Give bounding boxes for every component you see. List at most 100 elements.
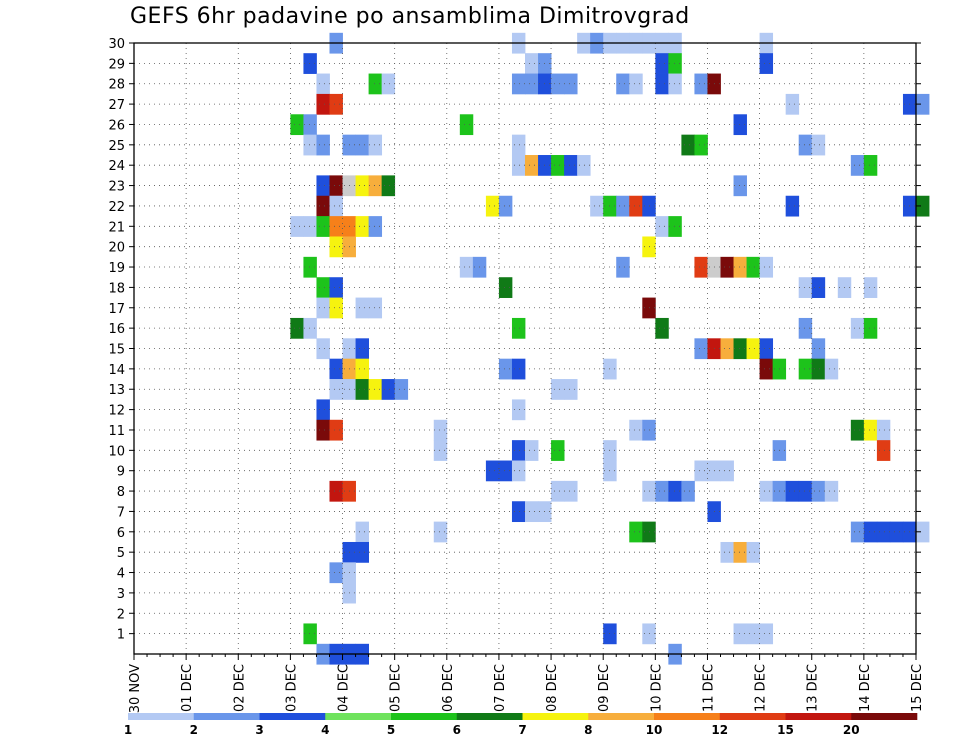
heatmap-cell bbox=[511, 134, 526, 156]
heatmap-cell bbox=[577, 155, 591, 176]
heatmap-cell bbox=[629, 521, 643, 543]
x-tick-label: 06 DEC bbox=[441, 664, 456, 712]
heatmap-cell bbox=[655, 317, 669, 339]
heatmap-cell bbox=[668, 480, 682, 502]
colorbar-swatch bbox=[719, 713, 786, 720]
colorbar-label: 12 bbox=[711, 723, 728, 737]
heatmap-cell bbox=[290, 216, 304, 237]
heatmap-cell bbox=[733, 541, 747, 563]
heatmap-cell bbox=[759, 53, 774, 74]
y-tick-label: 27 bbox=[108, 98, 125, 113]
heatmap-cell bbox=[498, 277, 513, 298]
heatmap-cell bbox=[329, 480, 343, 502]
heatmap-cell bbox=[863, 155, 878, 176]
y-tick-label: 20 bbox=[108, 241, 125, 256]
heatmap-cell bbox=[746, 256, 760, 278]
heatmap-cell bbox=[889, 521, 904, 543]
y-tick-label: 19 bbox=[108, 261, 125, 276]
heatmap-cell bbox=[811, 338, 826, 360]
y-tick-label: 24 bbox=[108, 159, 125, 174]
x-tick-label: 02 DEC bbox=[232, 664, 247, 712]
heatmap-cell bbox=[511, 155, 526, 176]
heatmap-cell bbox=[329, 419, 343, 441]
heatmap-cell bbox=[759, 480, 774, 502]
x-tick-label: 10 DEC bbox=[649, 664, 664, 712]
colorbar-swatch bbox=[522, 713, 589, 720]
heatmap-cell bbox=[355, 521, 369, 543]
x-tick-label: 14 DEC bbox=[858, 664, 873, 712]
heatmap-cell bbox=[498, 358, 513, 380]
heatmap-cell bbox=[316, 175, 330, 197]
heatmap-cell bbox=[368, 216, 383, 237]
heatmap-cell bbox=[863, 419, 878, 441]
heatmap-cell bbox=[694, 134, 708, 156]
heatmap-cell bbox=[824, 480, 839, 502]
heatmap-cell bbox=[511, 501, 526, 523]
heatmap-cell bbox=[316, 419, 330, 441]
heatmap-cell bbox=[303, 317, 317, 339]
heatmap-cell bbox=[355, 216, 369, 237]
heatmap-cell bbox=[681, 480, 695, 502]
colorbar-label: 20 bbox=[843, 723, 860, 737]
heatmap-cell bbox=[329, 379, 343, 400]
heatmap-cell bbox=[681, 134, 695, 156]
heatmap-cell bbox=[525, 53, 539, 74]
x-tick-label: 04 DEC bbox=[337, 664, 352, 712]
heatmap-cell bbox=[551, 480, 565, 502]
y-tick-label: 23 bbox=[108, 180, 125, 195]
x-tick-label: 03 DEC bbox=[284, 664, 299, 712]
heatmap-cell bbox=[850, 317, 865, 339]
x-tick-label: 11 DEC bbox=[701, 664, 716, 712]
heatmap-cell bbox=[368, 134, 383, 156]
heatmap-cell bbox=[876, 440, 891, 461]
heatmap-cell bbox=[564, 480, 578, 502]
y-tick-label: 1 bbox=[117, 628, 125, 643]
heatmap-cell bbox=[511, 399, 526, 421]
heatmap-cell bbox=[459, 256, 474, 278]
heatmap-cell bbox=[668, 53, 682, 74]
heatmap-cell bbox=[511, 73, 526, 95]
heatmap-cell bbox=[759, 623, 774, 645]
heatmap-cell bbox=[551, 73, 565, 95]
heatmap-cell bbox=[355, 297, 369, 319]
y-tick-label: 16 bbox=[108, 322, 125, 337]
colorbar-swatch bbox=[851, 713, 918, 720]
heatmap-cell bbox=[329, 175, 343, 197]
heatmap-cell bbox=[525, 501, 539, 523]
heatmap-cell bbox=[290, 317, 304, 339]
x-tick-label: 09 DEC bbox=[597, 664, 612, 712]
heatmap-cell bbox=[485, 460, 500, 482]
heatmap-cell bbox=[329, 358, 343, 380]
heatmap-cell bbox=[381, 175, 396, 197]
heatmap-cell bbox=[850, 521, 865, 543]
heatmap-cell bbox=[850, 155, 865, 176]
heatmap-cell bbox=[355, 338, 369, 360]
y-tick-label: 25 bbox=[108, 139, 125, 154]
heatmap-cell bbox=[916, 521, 930, 543]
colorbar-swatch bbox=[193, 713, 260, 720]
heatmap-cell bbox=[290, 114, 304, 136]
y-tick-label: 21 bbox=[108, 220, 125, 235]
heatmap-cell bbox=[498, 460, 513, 482]
y-tick-label: 22 bbox=[108, 200, 125, 215]
heatmap-cell bbox=[381, 73, 396, 95]
heatmap-cell bbox=[759, 358, 774, 380]
heatmap-cell bbox=[368, 379, 383, 400]
heatmap-cell bbox=[733, 338, 747, 360]
colorbar-swatch bbox=[785, 713, 852, 720]
heatmap-cell bbox=[394, 379, 409, 400]
heatmap-cell bbox=[316, 338, 330, 360]
heatmap-cell bbox=[303, 623, 317, 645]
heatmap-cell bbox=[668, 216, 682, 237]
heatmap-cell bbox=[316, 277, 330, 298]
heatmap-cell bbox=[798, 317, 813, 339]
y-tick-label: 11 bbox=[108, 424, 125, 439]
heatmap-cell bbox=[733, 114, 747, 136]
heatmap-cell bbox=[329, 195, 343, 217]
heatmap-cell bbox=[355, 134, 369, 156]
heatmap-cell bbox=[459, 114, 474, 136]
heatmap-cell bbox=[916, 93, 930, 115]
heatmap-cell bbox=[355, 379, 369, 400]
x-tick-label: 30 NOV bbox=[128, 664, 143, 713]
